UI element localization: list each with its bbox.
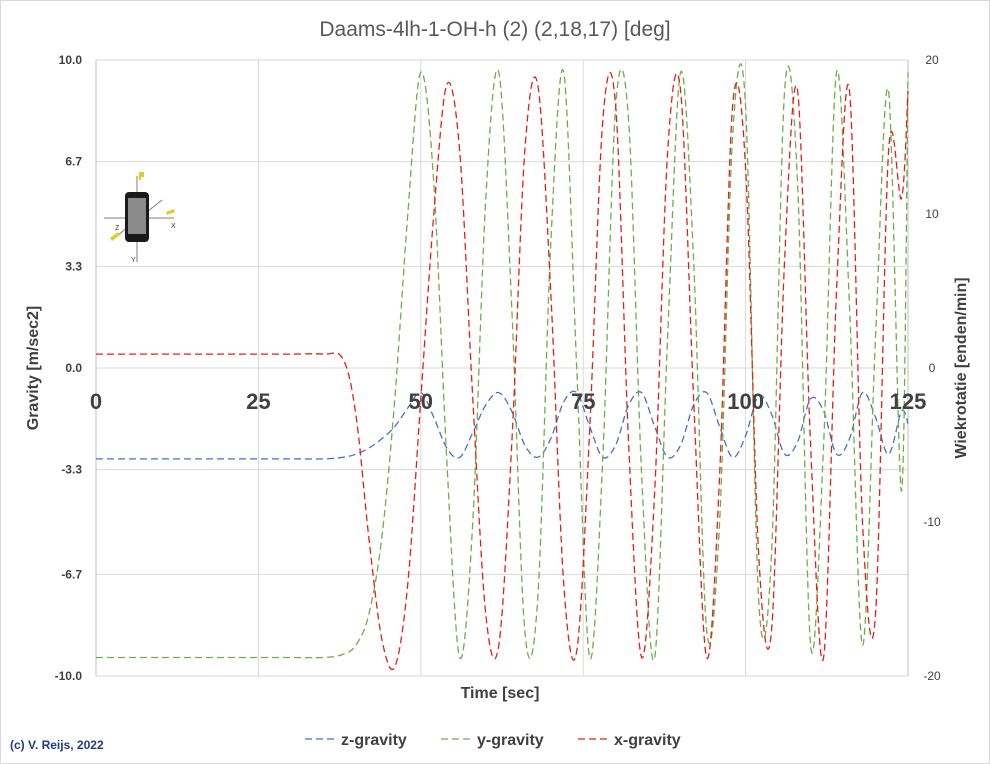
series-line-x-gravity: [96, 72, 909, 671]
x-tick-label: 50: [409, 389, 433, 414]
series-layer: [96, 63, 909, 671]
x-axis-title: Time [sec]: [461, 685, 540, 702]
y2-tick-label: 10: [925, 207, 939, 221]
svg-text:Z: Z: [115, 225, 120, 232]
x-axis-ticks: 0 25 50 75 100 125: [90, 389, 926, 414]
y2-tick-label: -10: [923, 515, 941, 529]
y-tick-label: 6.7: [65, 155, 82, 169]
legend-item: x-gravity: [578, 732, 681, 749]
y-tick-label: 10.0: [59, 53, 83, 67]
y2-tick-label: -20: [923, 669, 941, 683]
x-tick-label: 25: [246, 389, 270, 414]
series-line-z-gravity: [96, 390, 909, 460]
grid: [95, 59, 909, 677]
y-tick-label: 0.0: [65, 361, 82, 375]
x-tick-label: 0: [90, 389, 102, 414]
y2-axis-title: Wiekrotatie [enden/min]: [953, 277, 970, 458]
legend-label: x-gravity: [614, 732, 681, 749]
y2-tick-label: 0: [929, 361, 936, 375]
y-tick-label: -10.0: [55, 669, 83, 683]
x-tick-label: 75: [571, 389, 595, 414]
legend-item: y-gravity: [441, 732, 544, 749]
svg-text:Y: Y: [131, 257, 136, 264]
y-tick-label: -6.7: [61, 567, 82, 581]
legend-label: y-gravity: [477, 732, 544, 749]
y-tick-label: -3.3: [61, 463, 82, 477]
y-axis-ticks: 10.0 6.7 3.3 0.0 -3.3 -6.7 -10.0: [55, 53, 83, 683]
chart-title: Daams-4lh-1-OH-h (2) (2,18,17) [deg]: [319, 18, 670, 41]
phone-orientation-icon: X Z Y: [104, 172, 176, 264]
x-tick-label: 100: [727, 389, 764, 414]
legend-item: z-gravity: [305, 732, 407, 749]
credit-text: (c) V. Reijs, 2022: [10, 738, 104, 752]
x-tick-label: 125: [890, 389, 927, 414]
y-axis-title: Gravity [m/sec2]: [25, 306, 42, 431]
legend: z-gravity y-gravity x-gravity: [305, 732, 681, 749]
series-line-y-gravity: [96, 63, 909, 661]
y-tick-label: 3.3: [65, 259, 82, 273]
y2-tick-label: 20: [925, 53, 939, 67]
svg-text:X: X: [171, 223, 176, 230]
y2-axis-ticks: 20 10 0 -10 -20: [923, 53, 941, 683]
legend-label: z-gravity: [341, 732, 407, 749]
